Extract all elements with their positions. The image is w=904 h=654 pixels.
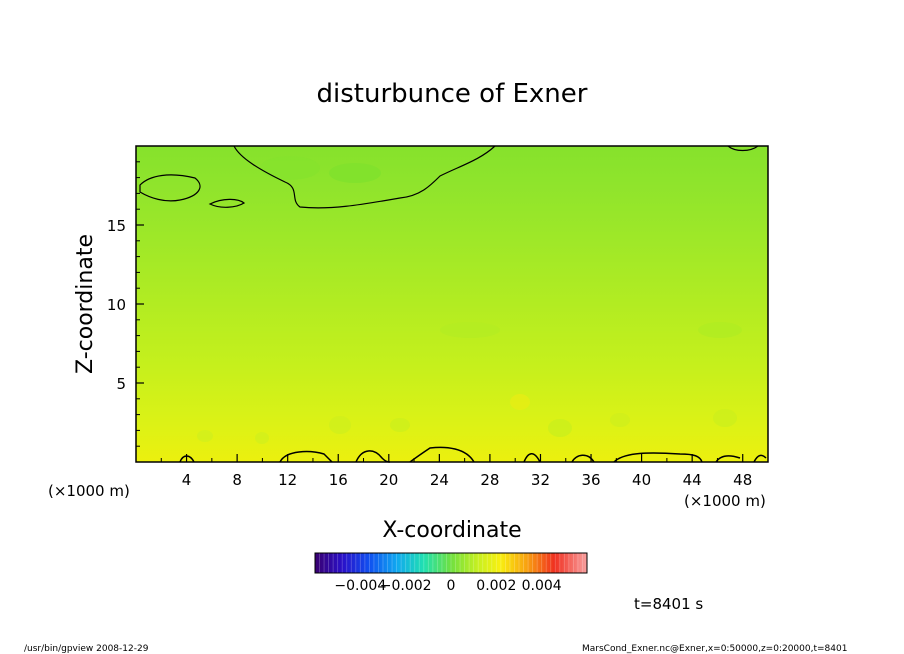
- y-axis: 5 10 15: [107, 161, 144, 447]
- field-patch: [698, 322, 742, 338]
- x-tick-label: 36: [581, 471, 600, 489]
- colorbar-tick-label: 0.002: [476, 578, 516, 594]
- colorbar-tick-label: 0.004: [522, 578, 562, 594]
- field-patch: [510, 394, 530, 410]
- x-tick-label: 48: [733, 471, 752, 489]
- field-patch: [260, 156, 320, 180]
- contour-line-corner: [727, 145, 759, 152]
- colorbar-tick-label: −0.002: [380, 578, 432, 594]
- contour-line-upper: [233, 145, 496, 209]
- time-label: t=8401 s: [634, 595, 703, 613]
- y-tick-label: 10: [107, 296, 126, 314]
- x-tick-label: 20: [379, 471, 398, 489]
- colorbar-tick-label: 0: [447, 578, 456, 594]
- colorbar: −0.004−0.002 0 0.002 0.004: [314, 552, 588, 594]
- field-patches: [197, 156, 742, 444]
- chart-title: disturbunce of Exner: [317, 79, 588, 109]
- x-unit-right: (×1000 m): [684, 492, 766, 510]
- colorbar-fill: [315, 553, 587, 573]
- x-tick-label: 24: [430, 471, 449, 489]
- y-tick-label: 15: [107, 217, 126, 235]
- x-tick-label: 40: [632, 471, 651, 489]
- contour-line-island-2: [208, 198, 246, 208]
- x-tick-label: 16: [329, 471, 348, 489]
- x-axis-label: X-coordinate: [382, 518, 521, 543]
- field-patch: [329, 163, 381, 183]
- x-tick-label: 12: [278, 471, 297, 489]
- x-axis: 4 8 12 16 20 24 28 32 36 40 44 48: [160, 454, 752, 489]
- field-patch: [329, 416, 351, 434]
- field-patch: [197, 430, 213, 442]
- colorbar-frame: [314, 552, 588, 574]
- field-patch: [440, 322, 500, 338]
- footer-right: MarsCond_Exner.nc@Exner,x=0:50000,z=0:20…: [582, 644, 847, 654]
- x-tick-label: 4: [182, 471, 192, 489]
- field-background: [136, 146, 768, 462]
- x-tick-label: 32: [531, 471, 550, 489]
- field-patch: [390, 418, 410, 432]
- contour-line-island: [139, 174, 201, 202]
- field-patch: [548, 419, 572, 437]
- x-tick-label: 44: [683, 471, 702, 489]
- field-patch: [255, 432, 269, 444]
- plot-area: [135, 145, 769, 463]
- field-patch: [610, 413, 630, 427]
- colorbar-tick-label: −0.004: [334, 578, 386, 594]
- colorbar-labels: −0.004−0.002 0 0.002 0.004: [334, 578, 561, 594]
- x-tick-label: 28: [480, 471, 499, 489]
- x-unit-left: (×1000 m): [48, 482, 130, 500]
- x-tick-label: 8: [232, 471, 242, 489]
- colorbar-segments: [319, 553, 583, 573]
- y-axis-label: Z-coordinate: [73, 234, 98, 374]
- footer-left: /usr/bin/gpview 2008-12-29: [24, 644, 149, 654]
- y-tick-label: 5: [116, 375, 126, 393]
- field-patch: [713, 409, 737, 427]
